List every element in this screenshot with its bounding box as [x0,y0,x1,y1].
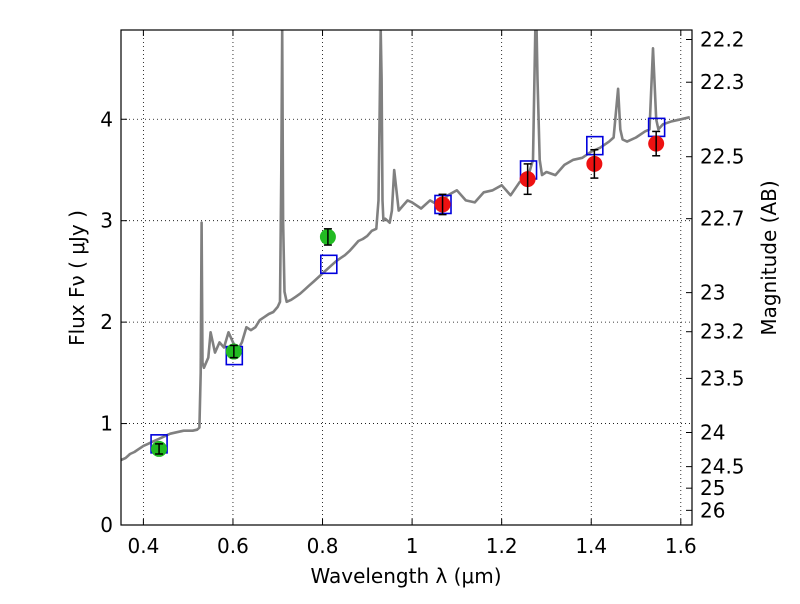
x-axis-label: Wavelength λ (μm) [310,564,501,588]
grid-lines [121,30,692,526]
y-tick-label: 4 [100,107,113,131]
y2-tick-label: 23.5 [700,366,745,390]
y-axis-label: Flux Fν ( μJy ) [65,210,89,346]
ticks-layer: 0.4 0.6 0.8 1 1.2 1.4 1.60123422.222.322.522.7… [100,28,744,558]
y2-tick-label: 22.7 [700,207,745,231]
y2-axis-label: Magnitude (AB) [757,180,781,335]
y-tick-label: 2 [100,310,113,334]
spectrum-layer [121,30,691,462]
x-tick-label: 0.6 [217,534,249,558]
y-tick-label: 3 [100,209,113,233]
plot-frame [120,29,693,526]
y2-tick-label: 22.5 [700,145,745,169]
x-tick-label: 0.4 [127,534,159,558]
x-tick-label: 1.2 [486,534,518,558]
y2-tick-label: 23 [700,281,725,305]
y2-tick-label: 24.5 [700,455,745,479]
x-tick-label: 1.6 [665,534,697,558]
model-box-marker [319,254,338,275]
y-tick-label: 0 [100,513,113,537]
spectrum-line [121,30,691,462]
y-tick-label: 1 [100,412,113,436]
y2-tick-label: 24 [700,420,725,444]
x-tick-label: 0.8 [307,534,339,558]
y2-tick-label: 25 [700,476,725,500]
y2-tick-label: 23.2 [700,320,745,344]
x-tick-label: 1 [406,534,419,558]
y2-tick-label: 26 [700,498,725,522]
marker-layer [150,117,666,457]
y2-tick-label: 22.3 [700,70,745,94]
x-tick-label: 1.4 [575,534,607,558]
y2-tick-label: 22.2 [700,28,745,52]
